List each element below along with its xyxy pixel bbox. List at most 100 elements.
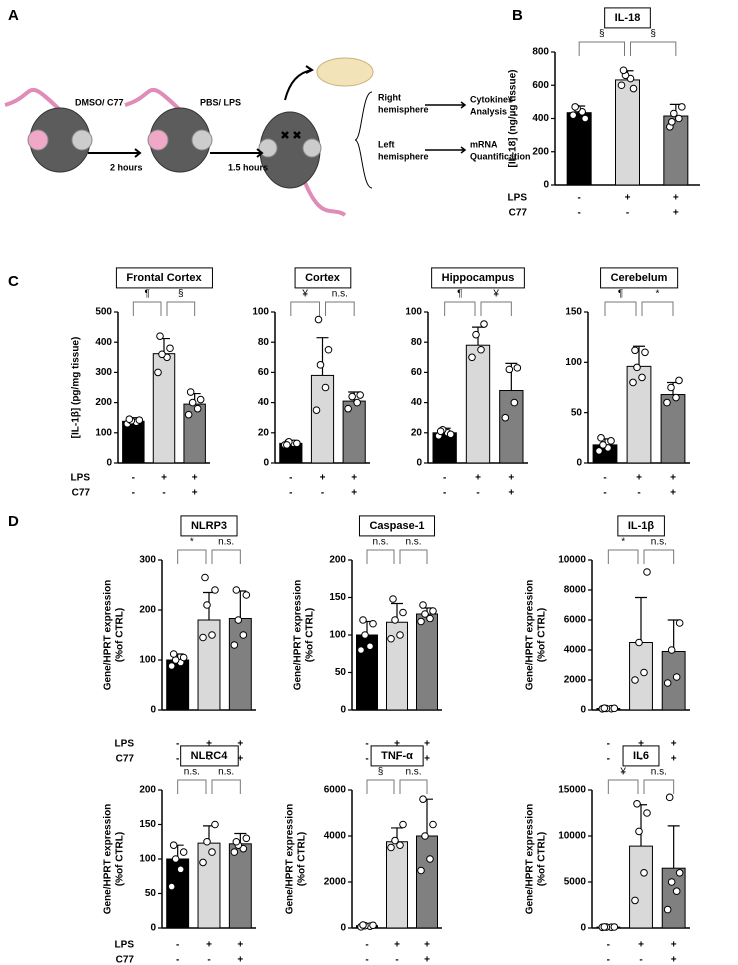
data-point [391,836,399,845]
data-point [675,376,683,385]
data-point [176,865,185,874]
title-box [294,267,352,289]
data-point [633,363,641,372]
chart-title: Hippocampus [442,272,515,284]
significance-bracket [325,301,355,316]
y-tick-label: 10000 [558,831,586,842]
condition-name: LPS [71,473,91,484]
data-point [417,866,425,875]
y-tick-label: 100 [405,307,422,318]
data-point [230,848,239,856]
error-bar [633,345,645,367]
bar [228,618,252,711]
significance-bracket [641,301,674,316]
significance-label: n.s. [184,767,200,778]
data-point [391,616,399,624]
significance-label: * [621,537,625,548]
data-point [242,591,251,599]
condition-sign: - [639,754,642,765]
condition-sign: - [603,473,606,484]
data-point [667,646,676,654]
condition-sign: + [638,739,644,750]
y-tick-label: 150 [565,307,582,318]
significance-label: n.s. [332,289,348,300]
title-box [604,7,651,29]
y-tick-label: 4000 [324,831,347,842]
condition-sign: - [176,955,179,965]
significance-label: * [656,289,660,300]
data-point [179,848,188,856]
data-point [196,395,205,404]
y-tick-label: 200 [329,555,346,566]
data-point [610,923,619,931]
y-axis-label: (%of CTRL) [305,608,316,662]
data-point [571,103,579,111]
condition-sign: - [626,208,629,219]
data-point [316,361,325,369]
significance-label: ¥ [301,289,308,300]
y-tick-label: 40 [411,397,423,408]
condition-sign: + [192,488,198,499]
error-bar [667,825,680,869]
data-point [631,676,639,684]
significance-bracket [444,301,476,316]
condition-sign: - [207,754,210,765]
y-tick-label: 60 [258,367,270,378]
condition-sign: + [192,473,198,484]
y-tick-label: 200 [139,605,156,616]
condition-sign: - [395,754,398,765]
y-axis-label: (%of CTRL) [115,608,126,662]
title-box [622,745,660,767]
brace [354,91,373,189]
arrow [425,101,467,154]
data-point [387,843,395,852]
data-point [234,616,243,624]
condition-sign: - [176,739,179,750]
data-point [361,631,369,639]
data-point [321,383,330,392]
significance-bracket [607,549,639,564]
data-point [359,921,367,929]
data-point [239,844,248,853]
significance-bracket [211,549,241,564]
diagram-label: Analysis [470,106,507,116]
condition-sign: + [424,739,430,750]
bar [197,842,221,929]
condition-sign: - [607,739,610,750]
significance-bracket [578,41,625,56]
y-tick-label: 50 [571,407,583,418]
title-box [115,267,213,289]
y-tick-label: 200 [532,146,549,157]
data-point [599,441,607,449]
data-point [640,668,648,677]
tail [298,169,347,217]
significance-label: n.s. [405,537,421,548]
significance-bracket [480,301,512,316]
data-point [348,392,356,401]
data-point [643,809,651,817]
data-point [675,619,684,627]
significance-label: n.s. [218,537,234,548]
data-point [369,921,377,930]
y-tick-label: 0 [340,705,346,716]
significance-bracket [166,301,196,316]
condition-sign: + [237,940,243,951]
data-point [199,633,207,642]
y-tick-label: 80 [258,337,270,348]
y-tick-label: 500 [95,307,112,318]
y-tick-label: 10000 [558,555,586,566]
condition-sign: + [237,739,243,750]
data-point [675,869,684,877]
significance-bracket [630,41,677,56]
data-point [610,704,619,713]
y-tick-label: 200 [139,785,156,796]
data-point [419,795,427,804]
data-point [638,373,646,382]
data-point [184,410,193,419]
data-point [208,848,216,856]
data-point [633,800,641,808]
data-point [426,855,434,863]
chart-title: Frontal Cortex [126,272,202,284]
condition-sign: + [424,754,430,765]
